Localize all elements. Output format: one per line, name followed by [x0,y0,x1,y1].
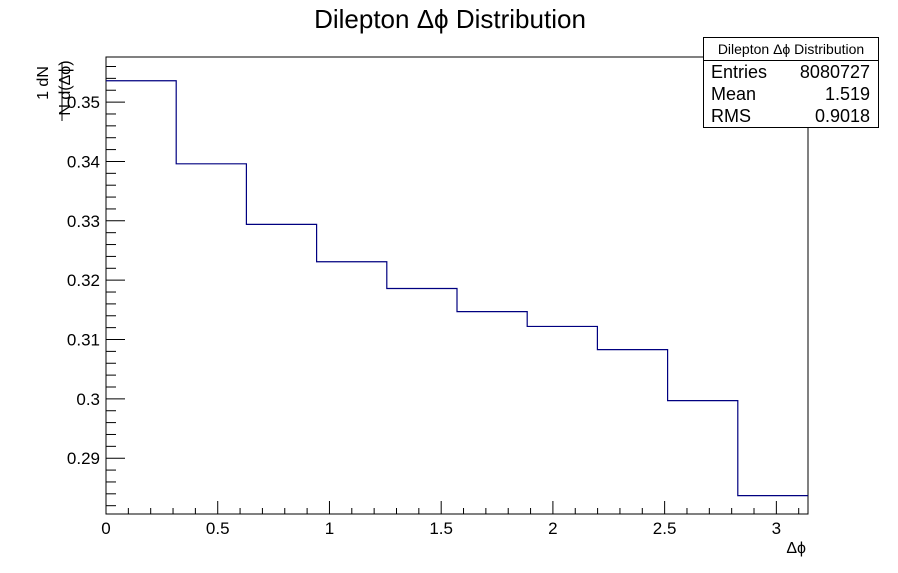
y-tick-label: 0.3 [76,390,100,409]
x-axis: 0 0.5 1 1.5 2 2.5 3 [101,501,800,538]
y-axis-label-numerator: 1 dN [35,66,52,100]
x-tick-label: 1 [325,519,334,538]
y-tick-label: 0.31 [67,331,100,350]
y-tick-label: 0.32 [67,271,100,290]
stats-entries-label: Entries [711,62,768,82]
stats-rms-label: RMS [711,106,751,126]
y-tick-label: 0.35 [67,93,100,112]
x-tick-label: 0 [101,519,110,538]
stats-rms-value: 0.9018 [814,106,870,126]
stats-mean-value: 1.519 [824,84,870,104]
stats-entries-value: 8080727 [799,62,870,82]
y-tick-label: 0.29 [67,449,100,468]
histogram-series-line [106,80,808,497]
y-tick-label: 0.34 [67,152,100,171]
stats-mean-label: Mean [711,84,757,104]
y-axis: 0.29 0.3 0.31 0.32 0.33 0.34 0.35 [67,65,125,507]
x-tick-label: 3 [772,519,781,538]
x-tick-label: 0.5 [206,519,230,538]
x-tick-label: 1.5 [429,519,453,538]
y-axis-label-denominator: N d(Δϕ) [57,60,74,115]
stats-box: Dilepton Δϕ Distribution Entries 8080727… [703,37,879,128]
stats-row-mean: Mean 1.519 [704,83,878,105]
stats-box-title: Dilepton Δϕ Distribution [704,38,878,61]
x-tick-label: 2.5 [653,519,677,538]
plot-frame [105,56,809,515]
chart-title: Dilepton Δϕ Distribution [314,4,586,34]
stats-row-entries: Entries 8080727 [704,61,878,83]
x-axis-label: Δϕ [786,540,806,557]
x-tick-label: 2 [548,519,557,538]
y-tick-label: 0.33 [67,212,100,231]
stats-row-rms: RMS 0.9018 [704,105,878,127]
